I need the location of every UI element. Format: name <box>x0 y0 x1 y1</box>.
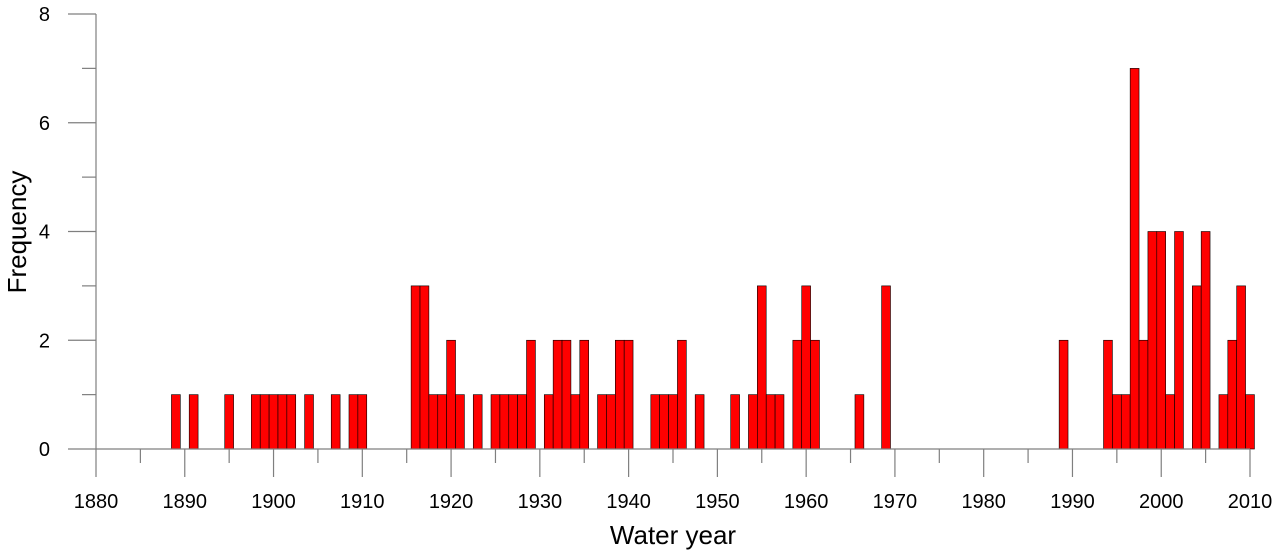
bar-1895 <box>224 394 234 450</box>
bar-1891 <box>188 394 199 450</box>
x-tick-label: 1920 <box>429 491 474 513</box>
bar-1907 <box>330 394 341 450</box>
bar-1954 <box>748 394 758 450</box>
bar-1931 <box>543 394 554 450</box>
y-tick-label: 0 <box>39 439 50 461</box>
bar-1966 <box>854 394 865 450</box>
bar-1955 <box>757 285 767 450</box>
bar-1925 <box>490 394 501 450</box>
bar-2010 <box>1245 394 1255 450</box>
bar-2001 <box>1165 394 1175 450</box>
bar-1923 <box>472 394 483 450</box>
y-tick-label: 8 <box>39 4 50 26</box>
bar-1952 <box>730 394 740 450</box>
bar-1996 <box>1120 394 1131 450</box>
bar-1937 <box>597 394 607 450</box>
bar-1935 <box>579 339 589 450</box>
x-tick-label: 1900 <box>251 491 296 513</box>
bar-1901 <box>277 394 288 450</box>
axes-layer: 1880 1890 1900 1910 1920 1930 1940 1950 1960 1970… <box>39 4 1272 513</box>
bar-2008 <box>1227 339 1237 450</box>
x-tick-label: 2010 <box>1228 491 1273 513</box>
x-tick-label: 2000 <box>1139 491 1184 513</box>
y-tick-label: 4 <box>39 222 50 244</box>
y-tick-label: 6 <box>39 113 50 135</box>
bar-1961 <box>810 339 820 450</box>
bar-1956 <box>765 394 776 450</box>
bar-1916 <box>410 285 421 450</box>
bar-2009 <box>1236 285 1246 450</box>
x-tick-label: 1890 <box>163 491 208 513</box>
x-tick-label: 1960 <box>784 491 829 513</box>
x-tick-label: 1930 <box>518 491 563 513</box>
bar-2002 <box>1174 231 1184 450</box>
bar-2000 <box>1156 231 1166 450</box>
x-tick-label: 1970 <box>873 491 918 513</box>
bar-1904 <box>304 394 314 450</box>
bar-1928 <box>517 394 527 450</box>
bar-1898 <box>251 394 261 450</box>
bar-1889 <box>171 394 181 450</box>
bar-1995 <box>1112 394 1122 450</box>
bar-1926 <box>499 394 510 450</box>
bar-1994 <box>1103 339 1113 450</box>
bar-1998 <box>1138 339 1149 450</box>
bar-1902 <box>286 394 297 450</box>
bar-1960 <box>801 285 811 450</box>
bar-1957 <box>774 394 785 450</box>
x-tick-label: 1940 <box>606 491 651 513</box>
bar-1934 <box>570 394 581 450</box>
bar-1939 <box>614 339 625 450</box>
bar-1919 <box>437 394 447 450</box>
x-tick-label: 1910 <box>340 491 385 513</box>
x-tick-label: 1950 <box>695 491 740 513</box>
bar-1899 <box>259 394 270 450</box>
bar-1921 <box>455 394 465 450</box>
bar-1997 <box>1129 68 1140 450</box>
bar-1943 <box>650 394 660 450</box>
bar-1940 <box>623 339 634 450</box>
bar-1910 <box>357 394 368 450</box>
bars-layer <box>171 68 1255 450</box>
bar-1944 <box>659 394 669 450</box>
bar-1920 <box>446 339 456 450</box>
bar-1927 <box>508 394 518 450</box>
bar-1917 <box>419 285 430 450</box>
x-axis-title: Water year <box>610 520 737 550</box>
x-tick-label: 1990 <box>1050 491 1095 513</box>
y-axis-title: Frequency <box>2 171 32 294</box>
bar-1918 <box>428 394 439 450</box>
bar-2005 <box>1200 231 1211 450</box>
bar-1933 <box>561 339 572 450</box>
bar-1938 <box>606 394 616 450</box>
x-tick-label: 1880 <box>74 491 119 513</box>
bar-1900 <box>268 394 279 450</box>
bar-1929 <box>526 339 536 450</box>
bar-1969 <box>881 285 891 450</box>
bar-1948 <box>694 394 705 450</box>
y-tick-label: 2 <box>39 330 50 352</box>
bar-2007 <box>1218 394 1229 450</box>
bar-1909 <box>348 394 359 450</box>
bar-1932 <box>552 339 563 450</box>
bar-1945 <box>668 394 678 450</box>
bar-1999 <box>1147 231 1158 450</box>
bar-1946 <box>677 339 687 450</box>
bar-1989 <box>1058 339 1069 450</box>
x-tick-label: 1980 <box>961 491 1006 513</box>
bar-1959 <box>792 339 803 450</box>
bar-2004 <box>1192 285 1202 450</box>
